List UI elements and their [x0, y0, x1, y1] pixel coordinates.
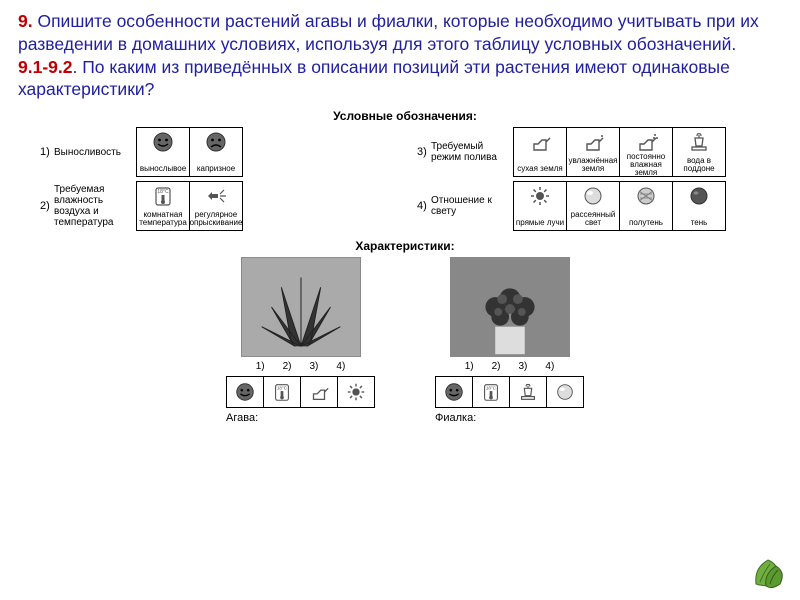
char-num: 2) [492, 361, 501, 372]
legend-cell-text: регулярное опрыскивание [190, 211, 243, 227]
legend-grid: 1)Выносливостьвынослывоекапризное3)Требу… [40, 127, 770, 231]
legend-num: 3) [417, 146, 431, 158]
face-happy-icon [150, 131, 176, 153]
legend-cell: регулярное опрыскивание [189, 181, 243, 231]
q9-text: Опишите особенности растений агавы и фиа… [18, 11, 759, 54]
ball-dark-icon [686, 185, 712, 207]
thermo-icon [263, 376, 301, 408]
pot-tray-icon [686, 131, 712, 153]
legend-cell: прямые лучи [513, 181, 567, 231]
legend-row: 3)Требуемый режим полива сухая земля увлаж… [417, 127, 770, 177]
plant-name: Агава: [226, 412, 258, 424]
plant-icons-row [435, 376, 584, 408]
legend-cell: увлажнённая земля [566, 127, 620, 177]
spray-icon [203, 185, 229, 207]
legend-cell: тень [672, 181, 726, 231]
char-num: 1) [465, 361, 474, 372]
can-dry-icon [527, 131, 553, 153]
legend-label: Требуемый режим полива [431, 141, 513, 163]
characteristics-title: Характеристики: [40, 239, 770, 253]
legend-num: 2) [40, 200, 54, 212]
plant-block: 1) 2) 3) 4) Фиалка: [435, 257, 584, 424]
plant-image-agave [241, 257, 361, 357]
legend-cell-text: капризное [197, 165, 235, 173]
legend-cell: вода в поддоне [672, 127, 726, 177]
legend-cell: комнатная температура [136, 181, 190, 231]
legend-cells: сухая земля увлажнённая земляпостоянно вл… [513, 127, 726, 177]
thermo-icon [472, 376, 510, 408]
plant-nums: 1) 2) 3) 4) [465, 361, 555, 372]
plant-image-violet [450, 257, 570, 357]
legend-cells: комнатная температурарегулярное опрыскив… [136, 181, 243, 231]
char-num: 4) [336, 361, 345, 372]
char-num: 2) [283, 361, 292, 372]
plant-name: Фиалка: [435, 412, 476, 424]
legend-cell: сухая земля [513, 127, 567, 177]
char-num: 1) [256, 361, 265, 372]
ball-light-icon [546, 376, 584, 408]
q912-number: 9.1-9.2 [18, 57, 72, 77]
legend-label: Требуемая влажность воздуха и температур… [54, 184, 136, 228]
plant-nums: 1) 2) 3) 4) [256, 361, 346, 372]
pot-tray-icon [509, 376, 547, 408]
question-prompt: 9. Опишите особенности растений агавы и … [0, 0, 800, 105]
q9-number: 9. [18, 11, 33, 31]
can-wet-icon [633, 131, 659, 153]
legend-section: Условные обозначения: 1)Выносливостьвыно… [0, 109, 800, 424]
q912-text: . По каким из приведённых в описании поз… [18, 57, 730, 100]
legend-num: 1) [40, 146, 54, 158]
legend-cell-text: сухая земля [517, 165, 562, 173]
legend-cell-text: тень [691, 219, 708, 227]
legend-cell-text: вода в поддоне [674, 157, 724, 173]
char-num: 3) [519, 361, 528, 372]
legend-cell-text: увлажнённая земля [568, 157, 618, 173]
sun-icon [337, 376, 375, 408]
legend-label: Отношение к свету [431, 195, 513, 217]
plant-icons-row [226, 376, 375, 408]
legend-cell-text: вынослывое [140, 165, 186, 173]
legend-title: Условные обозначения: [40, 109, 770, 123]
legend-cell-text: рассеянный свет [568, 211, 618, 227]
ball-light-icon [580, 185, 606, 207]
legend-cell-text: постоянно влажная земля [621, 153, 671, 177]
legend-cell: капризное [189, 127, 243, 177]
thermo-icon [150, 185, 176, 207]
legend-cell: вынослывое [136, 127, 190, 177]
legend-cell: рассеянный свет [566, 181, 620, 231]
face-happy-icon [226, 376, 264, 408]
plants-row: 1) 2) 3) 4) Агава: 1) 2) 3) 4) Фиалка: [40, 257, 770, 424]
face-happy-icon [435, 376, 473, 408]
sun-icon [527, 185, 553, 207]
legend-cell-text: полутень [629, 219, 663, 227]
legend-row: 2)Требуемая влажность воздуха и температ… [40, 181, 393, 231]
face-sad-icon [203, 131, 229, 153]
char-num: 3) [310, 361, 319, 372]
legend-cell: полутень [619, 181, 673, 231]
legend-row: 4)Отношение к светупрямые лучи рассеянный… [417, 181, 770, 231]
can-dry-icon [300, 376, 338, 408]
leaf-decoration-icon [752, 556, 788, 590]
legend-cells: прямые лучи рассеянный свет полутень тень [513, 181, 726, 231]
can-moist-icon [580, 131, 606, 153]
legend-row: 1)Выносливость вынослывое капризное [40, 127, 393, 177]
char-num: 4) [545, 361, 554, 372]
ball-hatch-icon [633, 185, 659, 207]
legend-cells: вынослывое капризное [136, 127, 243, 177]
legend-cell-text: комнатная температура [138, 211, 188, 227]
plant-block: 1) 2) 3) 4) Агава: [226, 257, 375, 424]
legend-label: Выносливость [54, 147, 136, 158]
legend-cell-text: прямые лучи [516, 219, 564, 227]
legend-cell: постоянно влажная земля [619, 127, 673, 177]
legend-num: 4) [417, 200, 431, 212]
